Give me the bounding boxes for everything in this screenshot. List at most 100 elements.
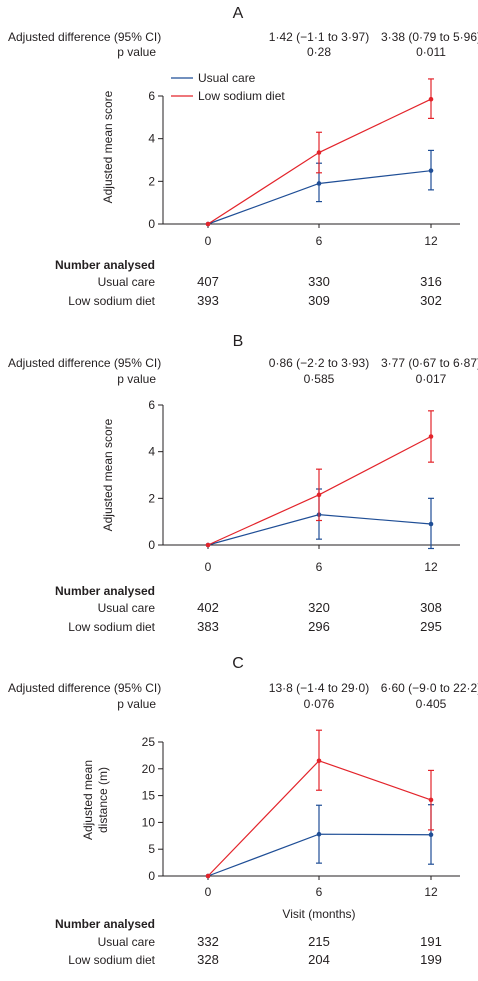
- y-axis-title: Adjusted mean score: [101, 90, 115, 203]
- count-usual-care: 316: [420, 274, 442, 289]
- series-usual-care: [205, 804, 434, 879]
- x-tick-label: 6: [316, 234, 323, 248]
- data-point: [428, 168, 434, 173]
- y-tick-label: 2: [148, 174, 155, 188]
- count-low-sodium: 309: [308, 293, 330, 308]
- data-point: [428, 797, 434, 803]
- y-tick-label: 25: [142, 735, 156, 749]
- panel-letter: A: [233, 5, 244, 22]
- row-label-low-sodium: Low sodium diet: [68, 953, 155, 967]
- panel-letter: B: [233, 333, 244, 350]
- count-usual-care: 402: [197, 600, 219, 615]
- row-label-usual-care: Usual care: [98, 601, 156, 615]
- data-point: [205, 542, 211, 548]
- p-value-label: p value: [117, 697, 156, 711]
- count-low-sodium: 199: [420, 952, 442, 967]
- data-point: [428, 96, 434, 102]
- count-usual-care: 308: [420, 600, 442, 615]
- data-point: [205, 221, 211, 227]
- row-label-low-sodium: Low sodium diet: [68, 620, 155, 634]
- y-tick-label: 0: [148, 869, 155, 883]
- y-tick-label: 15: [142, 789, 156, 803]
- data-point: [316, 831, 322, 837]
- p-value: 0·585: [304, 372, 335, 386]
- number-analysed-title: Number analysed: [55, 917, 155, 931]
- x-tick-label: 6: [316, 885, 323, 899]
- adjusted-difference-label: Adjusted difference (95% CI): [8, 356, 161, 370]
- data-point: [316, 758, 322, 764]
- panel-B: B Adjusted difference (95% CI) p value 0·86…: [8, 333, 478, 634]
- count-usual-care: 215: [308, 934, 330, 949]
- row-label-usual-care: Usual care: [98, 935, 156, 949]
- data-point: [428, 832, 434, 838]
- legend: Usual care Low sodium diet: [171, 71, 285, 103]
- legend-label-usual-care: Usual care: [198, 71, 256, 85]
- count-usual-care: 330: [308, 274, 330, 289]
- x-tick-label: 12: [424, 560, 438, 574]
- y-tick-label: 10: [142, 815, 156, 829]
- series-low-sodium: [205, 410, 434, 548]
- y-axis-title: Adjusted mean: [81, 760, 95, 840]
- y-tick-label: 0: [148, 538, 155, 552]
- x-tick-label: 0: [205, 885, 212, 899]
- panel-A: A Adjusted difference (95% CI)p value 1·42…: [8, 5, 478, 308]
- p-value: 0·017: [416, 372, 447, 386]
- number-analysed-title: Number analysed: [55, 584, 155, 598]
- data-point: [316, 492, 322, 498]
- y-axis-title: distance (m): [96, 767, 110, 833]
- x-tick-label: 0: [205, 560, 212, 574]
- adjusted-difference-value: 6·60 (−9·0 to 22·2): [381, 681, 478, 695]
- data-point: [205, 873, 211, 879]
- x-tick-label: 12: [424, 234, 438, 248]
- p-value: 0·28: [307, 45, 331, 59]
- x-tick-label: 6: [316, 560, 323, 574]
- legend-label-low-sodium: Low sodium diet: [198, 89, 285, 103]
- panel-C: C Adjusted difference (95% CI) p value 13·8…: [8, 655, 478, 967]
- series-usual-care: [205, 488, 434, 550]
- x-tick-label: 12: [424, 885, 438, 899]
- count-low-sodium: 393: [197, 293, 219, 308]
- y-tick-label: 6: [148, 89, 155, 103]
- count-usual-care: 332: [197, 934, 219, 949]
- adjusted-difference-value: 13·8 (−1·4 to 29·0): [269, 681, 369, 695]
- p-value: 0·076: [304, 697, 335, 711]
- data-point: [316, 181, 322, 186]
- number-analysed-title: Number analysed: [55, 258, 155, 272]
- count-low-sodium: 328: [197, 952, 219, 967]
- adjusted-difference-label: Adjusted difference (95% CI): [8, 30, 161, 44]
- y-tick-label: 0: [148, 217, 155, 231]
- count-usual-care: 191: [420, 934, 442, 949]
- adjusted-difference-value: 1·42 (−1·1 to 3·97): [269, 30, 369, 44]
- adjusted-difference-value: 0·86 (−2·2 to 3·93): [269, 356, 369, 370]
- p-value-label: p value: [117, 45, 156, 59]
- series-low-sodium: [205, 78, 434, 227]
- count-low-sodium: 383: [197, 619, 219, 634]
- p-value: 0·011: [416, 45, 446, 59]
- adjusted-difference-label: Adjusted difference (95% CI): [8, 681, 161, 695]
- p-value: 0·405: [416, 697, 447, 711]
- y-axis-title: Adjusted mean score: [101, 418, 115, 531]
- series-low-sodium: [205, 729, 434, 879]
- count-usual-care: 320: [308, 600, 330, 615]
- count-low-sodium: 204: [308, 952, 330, 967]
- data-point: [428, 434, 434, 439]
- series-usual-care: [205, 149, 434, 227]
- panel-letter: C: [232, 655, 244, 672]
- count-low-sodium: 296: [308, 619, 330, 634]
- row-label-usual-care: Usual care: [98, 275, 156, 289]
- adjusted-difference-value: 3·38 (0·79 to 5·96): [381, 30, 478, 44]
- count-usual-care: 407: [197, 274, 219, 289]
- y-tick-label: 6: [148, 398, 155, 412]
- row-label-low-sodium: Low sodium diet: [68, 294, 155, 308]
- data-point: [316, 150, 322, 155]
- x-tick-label: 0: [205, 234, 212, 248]
- count-low-sodium: 302: [420, 293, 442, 308]
- y-tick-label: 2: [148, 491, 155, 505]
- y-tick-label: 4: [148, 132, 155, 146]
- y-tick-label: 4: [148, 445, 155, 459]
- y-tick-label: 20: [142, 762, 156, 776]
- adjusted-difference-value: 3·77 (0·67 to 6·87): [381, 356, 478, 370]
- x-axis-title: Visit (months): [282, 907, 355, 921]
